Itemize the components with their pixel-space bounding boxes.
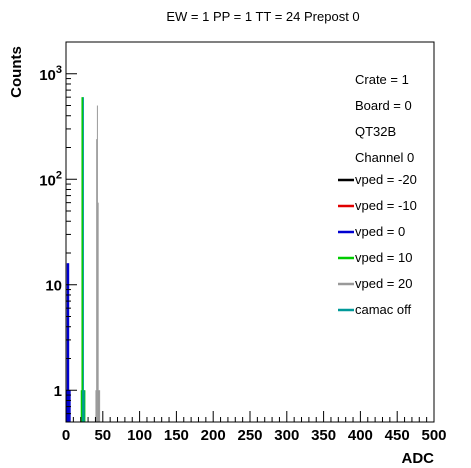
series-5-bin-1 — [82, 97, 84, 422]
series-layer — [66, 97, 101, 422]
series-4-bin-5 — [99, 390, 101, 422]
legend-label: vped = 0 — [355, 224, 405, 239]
series-5-bin-0 — [82, 390, 84, 422]
y-axis-label: Counts — [8, 46, 25, 98]
x-tick-label: 500 — [421, 427, 446, 444]
info-box: Crate = 1 Board = 0 QT32B Channel 0 — [355, 72, 414, 165]
series-3-bin-0 — [80, 390, 82, 422]
chart-title: EW = 1 PP = 1 TT = 24 Prepost 0 — [166, 9, 359, 24]
legend-label: vped = -20 — [355, 172, 417, 187]
x-tick-label: 0 — [62, 427, 70, 444]
series-5-bin-2 — [83, 390, 85, 422]
series-2 — [66, 263, 71, 422]
legend-label: vped = 10 — [355, 250, 412, 265]
info-line: Crate = 1 — [355, 72, 409, 87]
legend-label: vped = 20 — [355, 276, 412, 291]
series-2-bin-2 — [67, 263, 69, 422]
legend-label: vped = -10 — [355, 198, 417, 213]
series-3-bin-2 — [82, 97, 84, 422]
x-tick-label: 200 — [201, 427, 226, 444]
series-4-bin-1 — [96, 139, 98, 422]
series-5 — [82, 97, 85, 422]
y-axis: 1 10 102 103 — [39, 41, 77, 423]
y-tick-label: 1 — [54, 383, 62, 400]
series-4-bin-0 — [95, 390, 97, 422]
x-axis-label: ADC — [402, 450, 435, 467]
x-tick-label: 450 — [385, 427, 410, 444]
series-4 — [95, 105, 101, 422]
series-3-bin-1 — [81, 97, 83, 422]
y-tick-label: 103 — [39, 64, 62, 84]
info-line: Board = 0 — [355, 98, 412, 113]
x-tick-label: 100 — [127, 427, 152, 444]
x-tick-label: 350 — [311, 427, 336, 444]
y-tick-label: 102 — [39, 169, 62, 189]
info-line: Channel 0 — [355, 150, 414, 165]
series-4-bin-3 — [97, 202, 99, 422]
x-tick-label: 400 — [348, 427, 373, 444]
series-4-bin-2 — [96, 105, 98, 422]
legend-label: camac off — [355, 302, 412, 317]
legend: vped = -20 vped = -10 vped = 0 vped = 10 vpe… — [338, 172, 417, 317]
x-axis: 0 50 100 150 200 250 300 350 400 450 500 — [62, 411, 447, 444]
x-tick-label: 150 — [164, 427, 189, 444]
info-line: QT32B — [355, 124, 396, 139]
series-3-bin-5 — [84, 390, 86, 422]
y-tick-label: 10 — [45, 278, 62, 295]
series-2-bin-1 — [66, 263, 68, 422]
series-4-bin-4 — [98, 390, 100, 422]
x-tick-label: 300 — [274, 427, 299, 444]
series-2-bin-3 — [68, 263, 70, 422]
x-tick-label: 250 — [237, 427, 262, 444]
x-tick-label: 50 — [94, 427, 111, 444]
